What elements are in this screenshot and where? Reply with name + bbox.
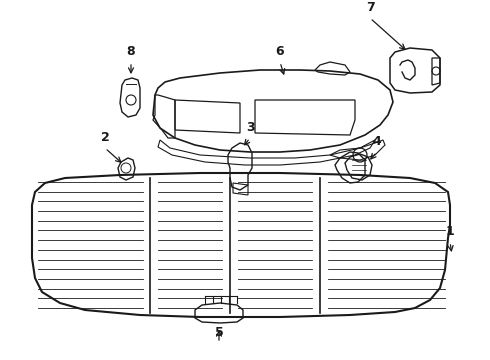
Text: 5: 5: [215, 326, 223, 339]
Text: 6: 6: [276, 45, 284, 58]
Text: 2: 2: [100, 131, 109, 144]
Text: 1: 1: [445, 225, 454, 238]
Text: 4: 4: [372, 135, 381, 148]
Text: 7: 7: [366, 1, 374, 14]
Text: 3: 3: [245, 121, 254, 134]
Text: 8: 8: [127, 45, 135, 58]
